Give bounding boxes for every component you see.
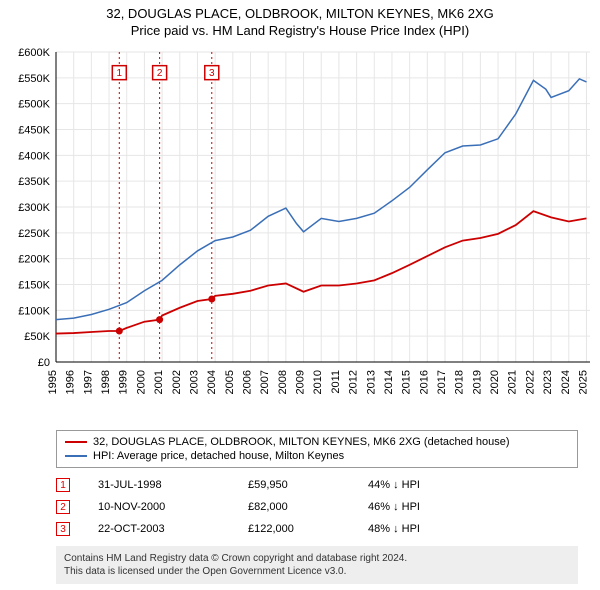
sale-price: £122,000: [248, 523, 368, 535]
svg-text:2012: 2012: [348, 370, 360, 394]
sale-row: 3 22-OCT-2003£122,00048% ↓ HPI: [56, 518, 578, 540]
sale-pct: 46% ↓ HPI: [368, 501, 508, 513]
svg-text:2018: 2018: [454, 370, 466, 394]
svg-text:2002: 2002: [171, 370, 183, 394]
svg-text:2007: 2007: [259, 370, 271, 394]
svg-text:£0: £0: [38, 357, 50, 369]
svg-text:2022: 2022: [524, 370, 536, 394]
sale-date: 10-NOV-2000: [98, 501, 248, 513]
svg-text:1997: 1997: [82, 370, 94, 394]
svg-text:2001: 2001: [153, 370, 165, 394]
chart-area: £0 £50K £100K £150K £200K £250K £300K £350K £400…: [0, 42, 600, 422]
svg-text:2: 2: [157, 68, 163, 79]
svg-text:£450K: £450K: [18, 124, 50, 136]
svg-text:2014: 2014: [383, 370, 395, 394]
legend-label: HPI: Average price, detached house, Milt…: [93, 450, 344, 462]
svg-text:3: 3: [209, 68, 215, 79]
svg-text:2005: 2005: [224, 370, 236, 394]
svg-text:£50K: £50K: [24, 331, 50, 343]
sale-row: 2 10-NOV-2000£82,00046% ↓ HPI: [56, 496, 578, 518]
sale-date: 22-OCT-2003: [98, 523, 248, 535]
svg-text:1: 1: [117, 68, 123, 79]
svg-text:1999: 1999: [118, 370, 130, 394]
chart-titles: 32, DOUGLAS PLACE, OLDBROOK, MILTON KEYN…: [0, 0, 600, 42]
svg-text:2020: 2020: [489, 370, 501, 394]
svg-text:2000: 2000: [135, 370, 147, 394]
svg-text:2003: 2003: [188, 370, 200, 394]
legend-label: 32, DOUGLAS PLACE, OLDBROOK, MILTON KEYN…: [93, 436, 510, 448]
svg-text:£300K: £300K: [18, 202, 50, 214]
svg-text:£250K: £250K: [18, 228, 50, 240]
price-chart: £0 £50K £100K £150K £200K £250K £300K £350K £400…: [0, 42, 600, 422]
svg-text:£550K: £550K: [18, 73, 50, 85]
legend-item: 32, DOUGLAS PLACE, OLDBROOK, MILTON KEYN…: [65, 435, 569, 449]
svg-text:£400K: £400K: [18, 150, 50, 162]
svg-text:2024: 2024: [560, 370, 572, 394]
page-root: 32, DOUGLAS PLACE, OLDBROOK, MILTON KEYN…: [0, 0, 600, 584]
sale-price: £82,000: [248, 501, 368, 513]
svg-text:2019: 2019: [471, 370, 483, 394]
svg-text:2004: 2004: [206, 370, 218, 394]
legend-swatch: [65, 441, 87, 443]
legend-swatch: [65, 455, 87, 457]
svg-text:£500K: £500K: [18, 98, 50, 110]
svg-text:2017: 2017: [436, 370, 448, 394]
sale-marker-icon: 1: [56, 478, 70, 492]
sale-date: 31-JUL-1998: [98, 479, 248, 491]
svg-text:2008: 2008: [277, 370, 289, 394]
svg-text:2006: 2006: [242, 370, 254, 394]
svg-text:£200K: £200K: [18, 253, 50, 265]
svg-text:£100K: £100K: [18, 305, 50, 317]
legend-item: HPI: Average price, detached house, Milt…: [65, 449, 569, 463]
svg-text:£600K: £600K: [18, 47, 50, 59]
svg-text:2013: 2013: [365, 370, 377, 394]
sale-marker-icon: 3: [56, 522, 70, 536]
svg-text:2010: 2010: [312, 370, 324, 394]
title-address: 32, DOUGLAS PLACE, OLDBROOK, MILTON KEYN…: [0, 6, 600, 23]
title-subtitle: Price paid vs. HM Land Registry's House …: [0, 23, 600, 40]
svg-text:2025: 2025: [577, 370, 589, 394]
attribution-footer: Contains HM Land Registry data © Crown c…: [56, 546, 578, 584]
legend: 32, DOUGLAS PLACE, OLDBROOK, MILTON KEYN…: [56, 430, 578, 468]
svg-text:2016: 2016: [418, 370, 430, 394]
sale-pct: 48% ↓ HPI: [368, 523, 508, 535]
sale-pct: 44% ↓ HPI: [368, 479, 508, 491]
sales-table: 1 31-JUL-1998£59,95044% ↓ HPI 2 10-NOV-2000…: [56, 474, 578, 540]
svg-text:1998: 1998: [100, 370, 112, 394]
svg-text:1996: 1996: [65, 370, 77, 394]
svg-text:2011: 2011: [330, 370, 342, 394]
sale-price: £59,950: [248, 479, 368, 491]
svg-text:2009: 2009: [295, 370, 307, 394]
svg-text:1995: 1995: [47, 370, 59, 394]
svg-text:2021: 2021: [507, 370, 519, 394]
svg-text:2023: 2023: [542, 370, 554, 394]
sale-row: 1 31-JUL-1998£59,95044% ↓ HPI: [56, 474, 578, 496]
svg-text:2015: 2015: [401, 370, 413, 394]
footer-line1: Contains HM Land Registry data © Crown c…: [64, 552, 570, 565]
svg-text:£150K: £150K: [18, 279, 50, 291]
svg-text:£350K: £350K: [18, 176, 50, 188]
footer-line2: This data is licensed under the Open Gov…: [64, 565, 570, 578]
sale-marker-icon: 2: [56, 500, 70, 514]
